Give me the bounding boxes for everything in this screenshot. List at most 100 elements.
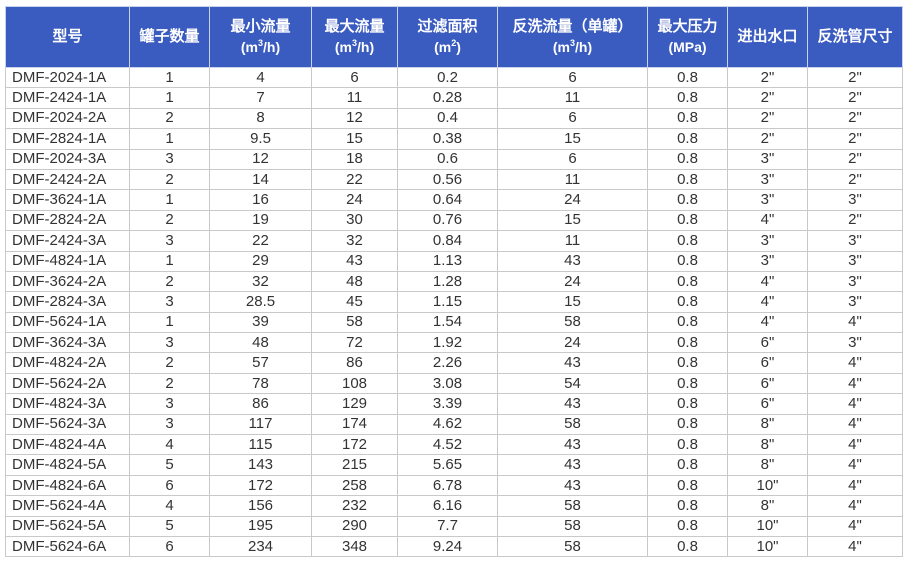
table-cell: 32 <box>209 270 312 293</box>
unit-text: /h) <box>357 39 375 55</box>
table-cell: 1.54 <box>397 311 498 334</box>
table-cell: 6" <box>727 372 808 395</box>
table-cell: 39 <box>209 311 312 334</box>
table-cell: 43 <box>497 250 648 272</box>
table-cell: 45 <box>311 291 398 313</box>
table-cell: 6 <box>497 107 648 130</box>
table-cell: 4.62 <box>397 413 498 436</box>
table-cell: 2" <box>807 87 903 109</box>
header-label: 型号 <box>52 28 83 45</box>
table-cell: 3 <box>129 230 210 252</box>
column-header: 反洗管尺寸 <box>807 6 903 68</box>
table-cell: 4" <box>807 372 903 395</box>
table-cell: DMF-2024-1A <box>5 66 130 89</box>
table-cell: 58 <box>497 515 648 537</box>
table-cell: 258 <box>311 474 398 497</box>
table-cell: 0.8 <box>647 230 728 252</box>
table-cell: 0.28 <box>397 87 498 109</box>
header-label: 过滤面积 <box>417 18 478 35</box>
table-cell: 0.8 <box>647 393 728 415</box>
table-cell: 6" <box>727 352 808 374</box>
table-cell: 43 <box>497 352 648 374</box>
table-row: DMF-2424-2A 2 14 22 0.56 11 0.8 3" 2" <box>5 168 903 191</box>
table-cell: 4 <box>129 434 210 456</box>
table-cell: 3 <box>129 291 210 313</box>
table-cell: 172 <box>311 434 398 456</box>
table-cell: 2" <box>807 168 903 191</box>
table-cell: 3" <box>727 148 808 170</box>
header-label: 反洗流量（单罐） <box>512 18 633 35</box>
table-cell: DMF-4824-4A <box>5 434 130 456</box>
table-row: DMF-4824-6A 6 172 258 6.78 43 0.8 10" 4" <box>5 474 903 497</box>
table-cell: 14 <box>209 168 312 191</box>
table-cell: 1.13 <box>397 250 498 272</box>
table-cell: 9.24 <box>397 535 498 558</box>
column-header: 最小流量 (m3/h) <box>209 6 312 68</box>
table-cell: DMF-5624-1A <box>5 311 130 334</box>
table-cell: 4" <box>807 352 903 374</box>
unit-text: (m <box>240 39 258 55</box>
table-cell: 4" <box>807 393 903 415</box>
table-cell: 4" <box>807 515 903 537</box>
header-label: 最大压力 <box>657 18 718 35</box>
table-cell: 11 <box>497 87 648 109</box>
table-cell: 32 <box>311 230 398 252</box>
table-cell: 18 <box>311 148 398 170</box>
header-unit: (m3/h) <box>498 37 647 57</box>
table-cell: 43 <box>311 250 398 272</box>
table-cell: 0.4 <box>397 107 498 130</box>
table-cell: 1.15 <box>397 291 498 313</box>
table-row: DMF-5624-1A 1 39 58 1.54 58 0.8 4" 4" <box>5 311 903 334</box>
table-cell: DMF-2424-1A <box>5 87 130 109</box>
table-cell: 0.6 <box>397 148 498 170</box>
table-cell: 3" <box>727 230 808 252</box>
table-cell: 0.64 <box>397 189 498 211</box>
table-cell: DMF-2824-2A <box>5 209 130 232</box>
table-cell: 15 <box>497 291 648 313</box>
table-cell: 43 <box>497 454 648 476</box>
table-cell: 2 <box>129 209 210 232</box>
table-row: DMF-2424-1A 1 7 11 0.28 11 0.8 2" 2" <box>5 87 903 109</box>
table-cell: 3" <box>727 189 808 211</box>
table-cell: 2" <box>807 209 903 232</box>
table-cell: DMF-3624-2A <box>5 270 130 293</box>
table-cell: 117 <box>209 413 312 436</box>
table-cell: 29 <box>209 250 312 272</box>
table-cell: 215 <box>311 454 398 476</box>
table-cell: 9.5 <box>209 128 312 150</box>
unit-text: /h) <box>575 39 593 55</box>
table-cell: 0.8 <box>647 107 728 130</box>
table-cell: 58 <box>311 311 398 334</box>
table-cell: 10" <box>727 535 808 558</box>
table-cell: DMF-4824-1A <box>5 250 130 272</box>
table-cell: 2" <box>727 128 808 150</box>
table-cell: 234 <box>209 535 312 558</box>
table-cell: 1 <box>129 311 210 334</box>
table-cell: 129 <box>311 393 398 415</box>
table-cell: 1 <box>129 66 210 89</box>
table-cell: 0.8 <box>647 209 728 232</box>
table-cell: 0.84 <box>397 230 498 252</box>
table-cell: 4" <box>727 291 808 313</box>
table-cell: 24 <box>497 189 648 211</box>
table-cell: 0.8 <box>647 168 728 191</box>
table-cell: 48 <box>311 270 398 293</box>
table-cell: 7.7 <box>397 515 498 537</box>
table-cell: 6.16 <box>397 495 498 517</box>
table-cell: 16 <box>209 189 312 211</box>
table-cell: 0.76 <box>397 209 498 232</box>
table-cell: 8 <box>209 107 312 130</box>
table-cell: 4" <box>807 474 903 497</box>
table-cell: 48 <box>209 332 312 354</box>
table-cell: 0.2 <box>397 66 498 89</box>
header-unit: (MPa) <box>648 37 727 57</box>
table-row: DMF-2024-3A 3 12 18 0.6 6 0.8 3" 2" <box>5 148 903 170</box>
table-cell: 0.8 <box>647 372 728 395</box>
table-cell: DMF-4824-3A <box>5 393 130 415</box>
table-cell: 172 <box>209 474 312 497</box>
table-row: DMF-5624-6A 6 234 348 9.24 58 0.8 10" 4" <box>5 535 903 558</box>
table-cell: 0.8 <box>647 128 728 150</box>
table-row: DMF-5624-3A 3 117 174 4.62 58 0.8 8" 4" <box>5 413 903 436</box>
table-cell: 4.52 <box>397 434 498 456</box>
table-cell: 2 <box>129 107 210 130</box>
